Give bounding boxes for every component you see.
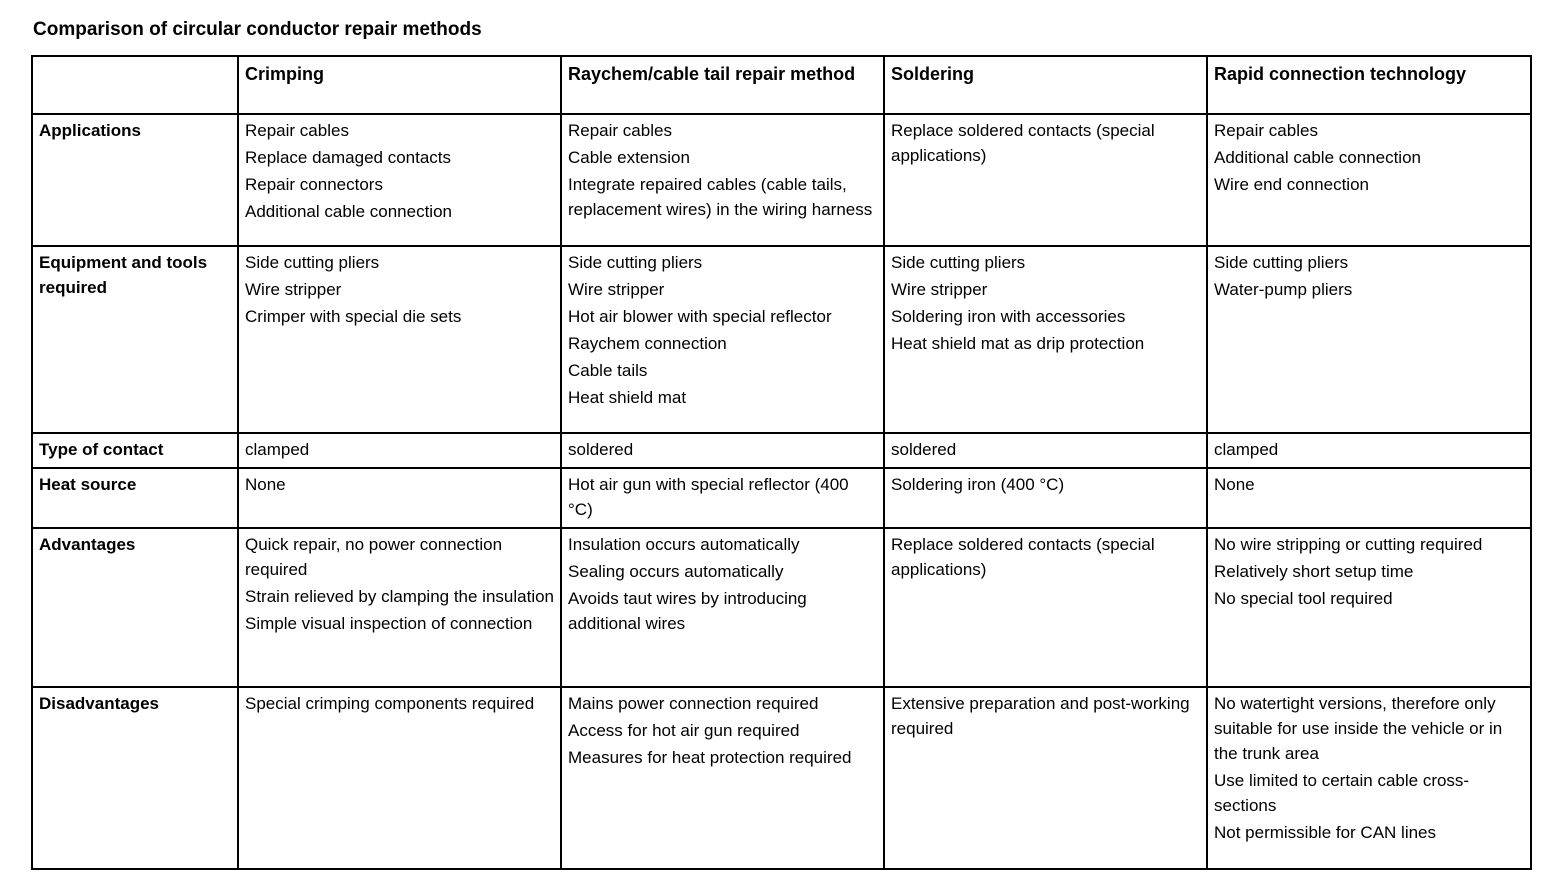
cell-line: Cable tails: [568, 361, 648, 380]
cell-line: Heat shield mat: [568, 388, 687, 407]
cell-line: Soldering iron (400 °C): [891, 475, 1065, 494]
cell-type-of-contact-soldering: soldered: [883, 432, 1208, 469]
table-row-equipment: Equipment and tools required Side cuttin…: [31, 245, 1532, 434]
table-row-disadvantages: Disadvantages Special crimping component…: [31, 686, 1532, 870]
cell-disadvantages-raychem: Mains power connection required Access fo…: [560, 686, 885, 870]
cell-disadvantages-soldering: Extensive preparation and post-working r…: [883, 686, 1208, 870]
column-header-soldering: Soldering: [883, 55, 1208, 115]
table-row-heat-source: Heat source None Hot air gun with specia…: [31, 467, 1532, 529]
page-title: Comparison of circular conductor repair …: [33, 19, 482, 40]
cell-line: Water-pump pliers: [1214, 280, 1353, 299]
cell-line: Repair cables: [568, 121, 672, 140]
cell-line: No watertight versions, therefore only s…: [1214, 694, 1503, 763]
cell-heat-source-crimping: None: [237, 467, 562, 529]
cell-line: Strain relieved by clamping the insulati…: [245, 587, 555, 606]
column-header-raychem: Raychem/cable tail repair method: [560, 55, 885, 115]
cell-line: clamped: [245, 440, 310, 459]
cell-line: Side cutting pliers: [245, 253, 380, 272]
row-label-advantages: Advantages: [31, 527, 239, 688]
row-label-disadvantages: Disadvantages: [31, 686, 239, 870]
cell-heat-source-raychem: Hot air gun with special reflector (400 …: [560, 467, 885, 529]
cell-heat-source-soldering: Soldering iron (400 °C): [883, 467, 1208, 529]
cell-applications-crimping: Repair cables Replace damaged contacts Rep…: [237, 113, 562, 247]
cell-line: No wire stripping or cutting required: [1214, 535, 1483, 554]
cell-line: Hot air gun with special reflector (400 …: [568, 475, 849, 519]
cell-type-of-contact-rapid-connection: clamped: [1206, 432, 1532, 469]
cell-line: Use limited to certain cable cross-secti…: [1214, 771, 1470, 815]
corner-header-cell: [31, 55, 239, 115]
cell-equipment-raychem: Side cutting pliers Wire stripper Hot air …: [560, 245, 885, 434]
cell-line: Side cutting pliers: [891, 253, 1026, 272]
cell-line: Sealing occurs automatically: [568, 562, 784, 581]
cell-line: Not permissible for CAN lines: [1214, 823, 1437, 842]
cell-line: Replace damaged contacts: [245, 148, 452, 167]
cell-line: None: [245, 475, 286, 494]
cell-applications-soldering: Replace soldered contacts (special appli…: [883, 113, 1208, 247]
cell-disadvantages-crimping: Special crimping components required: [237, 686, 562, 870]
cell-line: Wire stripper: [568, 280, 665, 299]
cell-line: Raychem connection: [568, 334, 727, 353]
cell-line: Wire stripper: [891, 280, 988, 299]
cell-equipment-rapid-connection: Side cutting pliers Water-pump pliers: [1206, 245, 1532, 434]
cell-line: Crimper with special die sets: [245, 307, 462, 326]
cell-line: soldered: [891, 440, 957, 459]
cell-advantages-rapid-connection: No wire stripping or cutting required Rel…: [1206, 527, 1532, 688]
cell-line: Additional cable connection: [1214, 148, 1421, 167]
cell-line: Access for hot air gun required: [568, 721, 800, 740]
table-header-row: Crimping Raychem/cable tail repair metho…: [31, 55, 1532, 115]
row-label-type-of-contact: Type of contact: [31, 432, 239, 469]
cell-equipment-soldering: Side cutting pliers Wire stripper Solderin…: [883, 245, 1208, 434]
table-row-applications: Applications Repair cables Replace damage…: [31, 113, 1532, 247]
cell-line: No special tool required: [1214, 589, 1393, 608]
cell-line: Avoids taut wires by introducing additio…: [568, 589, 807, 633]
cell-equipment-crimping: Side cutting pliers Wire stripper Crimper …: [237, 245, 562, 434]
cell-type-of-contact-crimping: clamped: [237, 432, 562, 469]
cell-line: Integrate repaired cables (cable tails, …: [568, 175, 873, 219]
row-label-applications: Applications: [31, 113, 239, 247]
cell-line: Wire end connection: [1214, 175, 1369, 194]
cell-line: Replace soldered contacts (special appli…: [891, 121, 1155, 165]
cell-line: Cable extension: [568, 148, 690, 167]
cell-heat-source-rapid-connection: None: [1206, 467, 1532, 529]
cell-advantages-crimping: Quick repair, no power connection requir…: [237, 527, 562, 688]
cell-line: Side cutting pliers: [1214, 253, 1349, 272]
table-row-type-of-contact: Type of contact clamped soldered soldere…: [31, 432, 1532, 469]
cell-type-of-contact-raychem: soldered: [560, 432, 885, 469]
cell-disadvantages-rapid-connection: No watertight versions, therefore only s…: [1206, 686, 1532, 870]
cell-line: Measures for heat protection required: [568, 748, 852, 767]
column-header-crimping: Crimping: [237, 55, 562, 115]
cell-line: soldered: [568, 440, 634, 459]
cell-line: Replace soldered contacts (special appli…: [891, 535, 1155, 579]
cell-line: Wire stripper: [245, 280, 342, 299]
cell-line: Soldering iron with accessories: [891, 307, 1126, 326]
cell-line: None: [1214, 475, 1255, 494]
cell-line: Repair cables: [245, 121, 349, 140]
cell-line: Quick repair, no power connection requir…: [245, 535, 503, 579]
cell-line: Extensive preparation and post-working r…: [891, 694, 1190, 738]
comparison-table: Crimping Raychem/cable tail repair metho…: [31, 55, 1532, 870]
cell-line: Mains power connection required: [568, 694, 819, 713]
cell-line: Relatively short setup time: [1214, 562, 1414, 581]
cell-line: Repair connectors: [245, 175, 383, 194]
cell-line: clamped: [1214, 440, 1279, 459]
cell-line: Additional cable connection: [245, 202, 452, 221]
row-label-heat-source: Heat source: [31, 467, 239, 529]
cell-advantages-soldering: Replace soldered contacts (special appli…: [883, 527, 1208, 688]
cell-line: Simple visual inspection of connection: [245, 614, 533, 633]
cell-line: Hot air blower with special reflector: [568, 307, 832, 326]
cell-line: Repair cables: [1214, 121, 1318, 140]
cell-applications-raychem: Repair cables Cable extension Integrate re…: [560, 113, 885, 247]
column-header-rapid-connection: Rapid connection technology: [1206, 55, 1532, 115]
cell-line: Side cutting pliers: [568, 253, 703, 272]
table-row-advantages: Advantages Quick repair, no power connec…: [31, 527, 1532, 688]
cell-line: Heat shield mat as drip protection: [891, 334, 1145, 353]
cell-line: Insulation occurs automatically: [568, 535, 800, 554]
cell-line: Special crimping components required: [245, 694, 535, 713]
row-label-equipment: Equipment and tools required: [31, 245, 239, 434]
cell-advantages-raychem: Insulation occurs automatically Sealing o…: [560, 527, 885, 688]
cell-applications-rapid-connection: Repair cables Additional cable connection…: [1206, 113, 1532, 247]
